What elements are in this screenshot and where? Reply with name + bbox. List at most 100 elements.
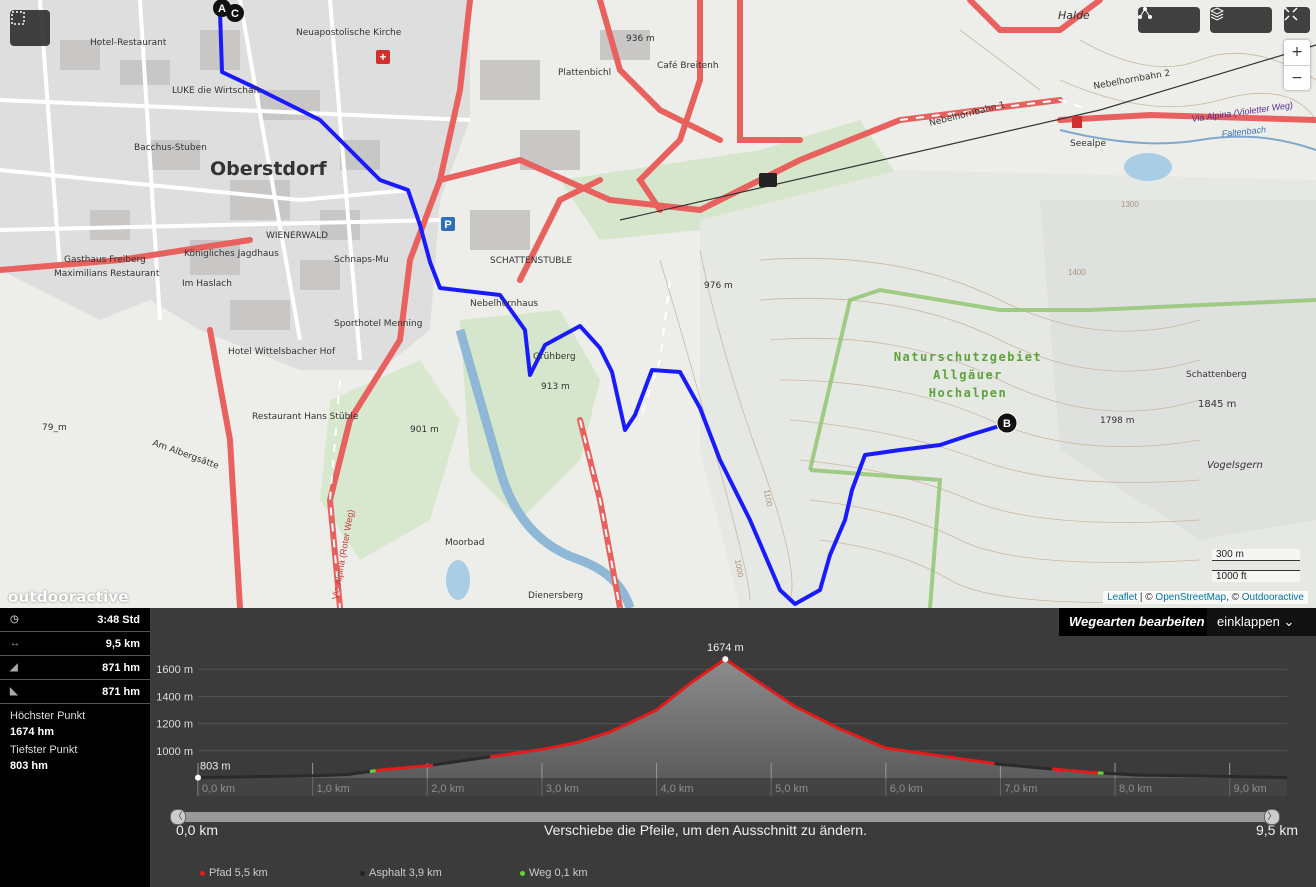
schattenberg-label: Schattenberg — [1186, 370, 1247, 380]
leaflet-link[interactable]: Leaflet — [1107, 592, 1138, 603]
elevation-area — [198, 659, 1287, 778]
nsg-label-2: Allgäuer — [933, 368, 1003, 382]
annotation-point — [195, 774, 201, 781]
network-icon — [1138, 7, 1152, 19]
annotation-label: 803 m — [200, 761, 231, 773]
peak1798-label: 1798 m — [1100, 416, 1135, 426]
cable-car-line-2 — [1099, 44, 1316, 111]
hospital-icon — [376, 50, 390, 64]
svg-text:P: P — [444, 219, 451, 231]
collapse-label: einklappen — [1217, 614, 1280, 629]
annotation-point — [722, 656, 729, 663]
peak79x-label: 79_m — [42, 423, 67, 433]
river-trettach — [455, 328, 635, 608]
duration-value: 3:48 Std — [97, 613, 140, 626]
wienerwald-label: WIENERWALD — [266, 231, 328, 241]
surface-segment-asphalt — [197, 769, 371, 780]
y-tick-label: 1200 m — [156, 719, 193, 731]
marker-c: C — [226, 4, 244, 22]
surface-segment-asphalt — [432, 755, 491, 767]
imhaslach-label: Im Haslach — [182, 279, 232, 289]
sporthotel-label: Sporthotel Menning — [334, 319, 422, 329]
legend-weg-label: Weg 0,1 km — [529, 867, 588, 879]
descent-icon: ◣ — [10, 686, 18, 697]
marker-b: B — [996, 412, 1018, 434]
marker-b-label: B — [1003, 418, 1011, 430]
nsg-label-3: Hochalpen — [929, 386, 1008, 400]
fullscreen-button[interactable] — [1284, 7, 1310, 33]
contour1400-label: 1400 — [1068, 268, 1086, 277]
slider-start-label: 0,0 km — [176, 822, 219, 838]
zoom-in-button[interactable]: + — [1284, 40, 1310, 66]
distance-icon: ↔ — [10, 638, 20, 649]
marker-c-label: C — [231, 8, 239, 20]
layers-button[interactable] — [1210, 7, 1272, 33]
peak901-label: 901 m — [410, 425, 439, 435]
highest-label: Höchster Punkt — [10, 710, 86, 722]
svg-text:+: + — [379, 50, 386, 64]
asphalt-dot-icon — [360, 870, 365, 876]
lake-moorbad — [446, 560, 470, 600]
x-axis-band — [198, 778, 1287, 796]
descent-value: 871 hm — [102, 685, 140, 698]
cable-car-line — [619, 109, 1101, 221]
ascent-icon: ◢ — [10, 662, 18, 673]
river-faltenbach — [1059, 129, 1316, 151]
town-label: Oberstdorf — [210, 158, 327, 180]
gruhberg-label: Grühberg — [533, 352, 576, 362]
y-tick-label: 1000 m — [156, 746, 193, 758]
maximilians-label: Maximilians Restaurant — [54, 269, 160, 279]
legend-weg: Weg 0,1 km — [520, 867, 588, 879]
share-button[interactable] — [1138, 7, 1200, 33]
map-attribution: Leaflet | © OpenStreetMap, © Outdooracti… — [1103, 591, 1308, 604]
contour1300-label: 1300 — [1121, 200, 1139, 209]
stat-descent: ◣ 871 hm — [0, 680, 150, 704]
collapse-arrows-icon — [1284, 7, 1298, 21]
peak913-label: 913 m — [541, 382, 570, 392]
slider-hint: Verschiebe die Pfeile, um den Ausschnitt… — [544, 822, 867, 838]
wittelsbacher-label: Hotel Wittelsbacher Hof — [228, 347, 336, 357]
route-line — [218, 11, 1007, 606]
range-slider[interactable]: 〈 〉 — [170, 809, 1280, 825]
select-area-button[interactable] — [10, 10, 50, 46]
attrib-sep-2: , © — [1226, 592, 1242, 603]
outdooractive-link[interactable]: Outdooractive — [1241, 592, 1304, 603]
pfad-dot-icon — [200, 870, 205, 876]
zoom-out-button[interactable]: − — [1291, 70, 1303, 86]
slider-end-label: 9,5 km — [1256, 822, 1299, 838]
peak1845-label: 1845 m — [1198, 399, 1236, 410]
slider-start-handle[interactable]: 〈 — [170, 809, 186, 825]
stat-ascent: ◢ 871 hm — [0, 656, 150, 680]
zoom-control: + − — [1284, 40, 1310, 90]
peak936-label: 936 m — [626, 34, 655, 44]
collapse-button[interactable]: einklappen ⌄ — [1207, 608, 1316, 636]
stat-distance: ↔ 9,5 km — [0, 632, 150, 656]
ascent-value: 871 hm — [102, 661, 140, 674]
map-view[interactable]: A C B Oberstdorf Naturschutzgebiet Allgä… — [0, 0, 1316, 608]
vogelsgern-label: Vogelsgern — [1207, 460, 1263, 471]
luke-label: LUKE die Wirtschaft — [172, 86, 261, 96]
brand-logo: outdooractive — [8, 588, 129, 606]
clock-icon: ◷ — [10, 614, 19, 625]
lake-seealpe — [1124, 153, 1172, 181]
nature-reserve-boundary-2 — [809, 468, 943, 608]
halde-label: Halde — [1058, 9, 1090, 22]
marker-a-label: A — [218, 3, 226, 15]
surface-segment-pfad — [490, 657, 995, 766]
legend-asphalt-label: Asphalt 3,9 km — [369, 867, 442, 879]
osm-link[interactable]: OpenStreetMap — [1155, 592, 1227, 603]
slider-end-handle[interactable]: 〉 — [1264, 809, 1280, 825]
attrib-sep-1: | © — [1137, 592, 1156, 603]
y-tick-label: 1400 m — [156, 691, 193, 703]
schattenstuble-label: SCHATTENSTUBLE — [490, 256, 572, 266]
highest-point: Höchster Punkt 1674 hm — [0, 710, 150, 738]
chevron-down-icon: ⌄ — [1283, 614, 1295, 629]
church-label: Neuapostolische Kirche — [296, 28, 402, 38]
contour1100-label: 1100 — [762, 489, 774, 508]
trail-dashes — [328, 98, 1091, 608]
hut-icon — [1072, 116, 1082, 128]
edit-waytypes-button[interactable]: Wegearten bearbeiten — [1059, 608, 1215, 636]
dienersberg-label: Dienersberg — [528, 591, 583, 601]
cafe-label: Café Breitenh — [657, 60, 719, 71]
